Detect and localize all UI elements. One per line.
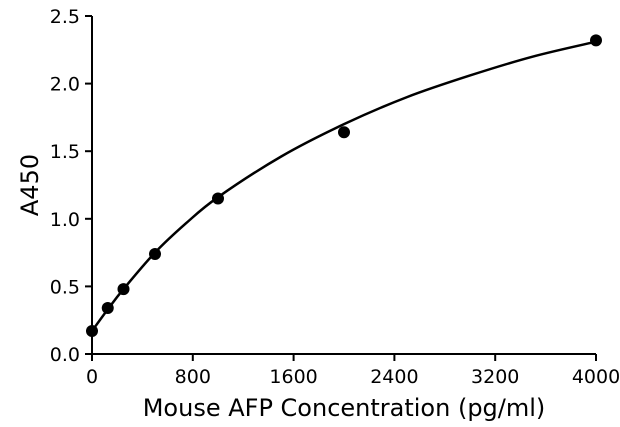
x-axis-title: Mouse AFP Concentration (pg/ml): [143, 394, 546, 422]
data-point: [212, 192, 224, 205]
axes: [91, 16, 596, 355]
y-tick-label: 2.0: [50, 74, 80, 96]
data-point: [149, 247, 161, 260]
y-axis-title: A450: [16, 154, 44, 216]
x-tick-label: 2400: [370, 366, 418, 388]
data-point: [86, 325, 98, 338]
y-tick-label: 0.0: [50, 344, 80, 366]
x-tick-label: 4000: [572, 366, 620, 388]
y-tick-label: 0.5: [50, 276, 80, 298]
fit-curve-line: [90, 40, 597, 332]
x-tick-label: 800: [175, 366, 211, 388]
y-tick-label: 2.5: [50, 6, 80, 28]
x-tick-label: 1600: [269, 366, 317, 388]
y-tick-label: 1.5: [50, 141, 80, 163]
data-point: [338, 126, 350, 139]
x-tick-label: 3200: [471, 366, 519, 388]
y-tick-label: 1.0: [50, 209, 80, 231]
x-tick-label: 0: [86, 366, 98, 388]
x-axis-ticks: 0 800 1600 2400 3200 4000: [86, 354, 620, 388]
data-points: [86, 34, 602, 338]
data-point: [101, 302, 114, 315]
data-point: [117, 283, 130, 296]
data-point: [590, 34, 602, 47]
y-axis-ticks: 0.0 0.5 1.0 1.5 2.0 2.5: [50, 6, 92, 366]
